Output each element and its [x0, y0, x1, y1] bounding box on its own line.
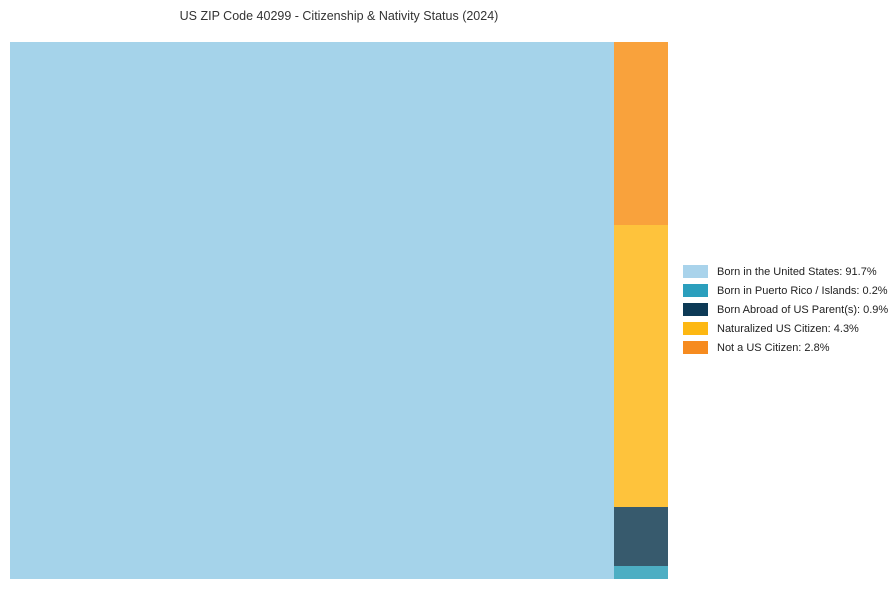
legend-item: Born in the United States: 91.7%: [683, 262, 888, 281]
legend-swatch-born-in-puerto-rico: [683, 284, 708, 297]
legend-label: Not a US Citizen: 2.8%: [717, 341, 830, 354]
treemap-minor-column: [613, 42, 668, 579]
legend-swatch-born-abroad-us-parents: [683, 303, 708, 316]
legend-swatch-not-a-us-citizen: [683, 341, 708, 354]
treemap-rect-born-abroad-us-parents: [613, 506, 668, 566]
legend-item: Naturalized US Citizen: 4.3%: [683, 319, 888, 338]
legend-item: Not a US Citizen: 2.8%: [683, 338, 888, 357]
treemap-rect-born-in-puerto-rico: [613, 565, 668, 579]
legend-item: Born Abroad of US Parent(s): 0.9%: [683, 300, 888, 319]
chart-title: US ZIP Code 40299 - Citizenship & Nativi…: [179, 9, 499, 23]
legend: Born in the United States: 91.7% Born in…: [683, 262, 888, 357]
legend-label: Naturalized US Citizen: 4.3%: [717, 322, 859, 335]
treemap: [10, 42, 668, 579]
legend-item: Born in Puerto Rico / Islands: 0.2%: [683, 281, 888, 300]
legend-label: Born Abroad of US Parent(s): 0.9%: [717, 303, 889, 316]
treemap-rect-not-a-us-citizen: [613, 42, 668, 226]
treemap-rect-naturalized-us-citizen: [613, 225, 668, 507]
treemap-rect-born-in-us: [10, 42, 614, 579]
legend-label: Born in Puerto Rico / Islands: 0.2%: [717, 284, 888, 297]
legend-swatch-naturalized-us-citizen: [683, 322, 708, 335]
legend-label: Born in the United States: 91.7%: [717, 265, 877, 278]
legend-swatch-born-in-us: [683, 265, 708, 278]
